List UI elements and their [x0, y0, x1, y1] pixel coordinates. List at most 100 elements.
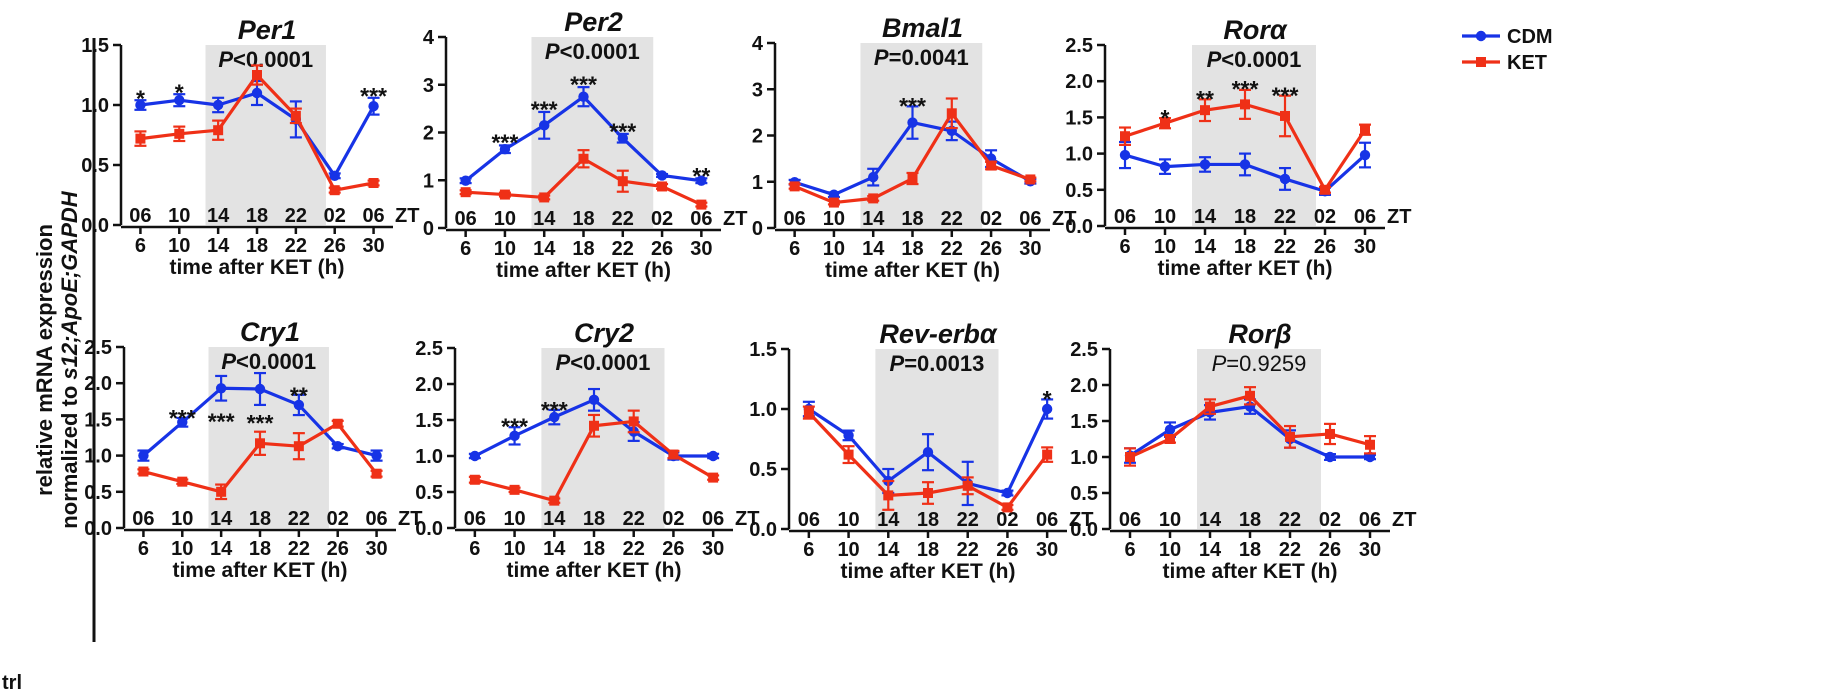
zt-tick-label: 06 [464, 508, 486, 530]
data-point [371, 468, 382, 479]
y-tick-label: 3 [423, 75, 434, 97]
p-value-number: <0.0001 [236, 349, 316, 374]
y-tick-label: 2.5 [1070, 339, 1098, 361]
y-tick-label: 0.5 [1070, 483, 1098, 505]
zt-label: ZT [1387, 206, 1411, 228]
zt-tick-label: 18 [1239, 509, 1261, 531]
series-ket [1119, 88, 1371, 195]
legend-label: KET [1507, 52, 1547, 74]
data-point [657, 181, 668, 192]
y-tick-label: 1.0 [749, 399, 777, 421]
p-value-number: <0.0001 [1221, 47, 1301, 72]
zt-tick-label: 22 [941, 208, 963, 230]
data-point [138, 466, 149, 477]
zt-tick-label: 02 [996, 509, 1018, 531]
data-point [1159, 161, 1171, 172]
data-point [1042, 449, 1053, 460]
p-value: P<0.0001 [218, 47, 313, 72]
x-tick-label: 14 [1199, 539, 1222, 561]
data-point [212, 99, 224, 111]
panel-title: Rorα [1223, 15, 1287, 45]
shaded-region [1197, 349, 1321, 529]
data-point [1320, 184, 1330, 195]
zt-tick-label: 18 [901, 208, 923, 230]
data-point [293, 399, 305, 411]
data-point [1365, 439, 1375, 450]
shaded-region [208, 347, 329, 528]
zt-tick-label: 06 [132, 508, 154, 530]
data-point [803, 407, 814, 418]
data-point [628, 416, 639, 427]
y-tick-label: 1.0 [81, 95, 109, 117]
y-tick-label: 2.0 [1070, 375, 1098, 397]
p-value-symbol: P [1207, 47, 1222, 72]
zt-tick-label: 22 [623, 508, 645, 530]
p-value: P<0.0001 [556, 350, 651, 375]
x-tick-label: 30 [1354, 236, 1376, 258]
p-value-number: <0.0001 [570, 350, 650, 375]
p-value: P<0.0001 [221, 349, 316, 374]
data-point [589, 420, 599, 431]
data-point [1285, 431, 1295, 442]
p-value-symbol: P [218, 47, 233, 72]
data-point [1200, 105, 1210, 116]
data-point [1325, 428, 1335, 439]
zt-tick-label: 18 [572, 208, 594, 230]
data-point [578, 153, 589, 164]
x-tick-label: 6 [469, 538, 480, 560]
x-tick-label: 10 [1154, 236, 1176, 258]
data-point [254, 383, 266, 395]
data-point [868, 171, 879, 183]
x-tick-label: 6 [1124, 539, 1135, 561]
data-point [138, 450, 149, 461]
significance-marker: *** [169, 405, 196, 431]
significance-marker: *** [208, 408, 235, 434]
data-point [828, 197, 839, 208]
x-axis-label: time after KET (h) [1162, 560, 1337, 583]
data-point [923, 488, 933, 498]
x-tick-label: 22 [612, 238, 634, 260]
x-tick-label: 30 [365, 538, 387, 560]
y-tick-label: 0.5 [81, 155, 109, 177]
series-ket [468, 409, 720, 506]
zt-tick-label: 22 [285, 205, 307, 227]
p-value-number: <0.0001 [233, 47, 313, 72]
x-tick-label: 6 [789, 238, 800, 260]
zt-tick-label: 06 [784, 208, 806, 230]
x-tick-label: 18 [583, 538, 605, 560]
y-label-line-1: relative mRNA expression [32, 224, 57, 496]
y-tick-label: 0.5 [749, 459, 777, 481]
y-tick-label: 0.0 [1070, 519, 1098, 541]
data-point [1205, 401, 1215, 412]
x-tick-label: 26 [996, 539, 1018, 561]
data-point [907, 117, 918, 128]
data-point [1359, 149, 1371, 161]
x-tick-label: 18 [901, 238, 923, 260]
zt-tick-label: 10 [503, 508, 525, 530]
y-tick-label: 0 [752, 218, 763, 240]
x-tick-label: 30 [1036, 539, 1058, 561]
x-tick-label: 30 [1359, 539, 1381, 561]
x-tick-label: 22 [285, 235, 307, 257]
p-value-symbol: P [874, 45, 889, 70]
data-point [460, 187, 471, 198]
y-tick-label: 1.5 [84, 409, 112, 431]
x-tick-label: 30 [690, 238, 712, 260]
y-tick-label: 4 [423, 27, 435, 49]
y-label-line-2-genes: s12;ApoE;GAPDH [57, 190, 82, 379]
significance-marker: *** [491, 130, 518, 156]
y-tick-label: 2.5 [415, 338, 443, 360]
y-tick-label: 1.5 [749, 339, 777, 361]
data-point [174, 95, 185, 106]
y-tick-label: 0 [423, 218, 434, 240]
data-point [1239, 159, 1251, 170]
zt-tick-label: 18 [583, 508, 605, 530]
shared-y-axis-label: relative mRNA expression normalized to s… [32, 38, 96, 642]
significance-marker: * [1043, 386, 1052, 412]
x-tick-label: 10 [171, 538, 193, 560]
significance-marker: *** [531, 97, 558, 123]
